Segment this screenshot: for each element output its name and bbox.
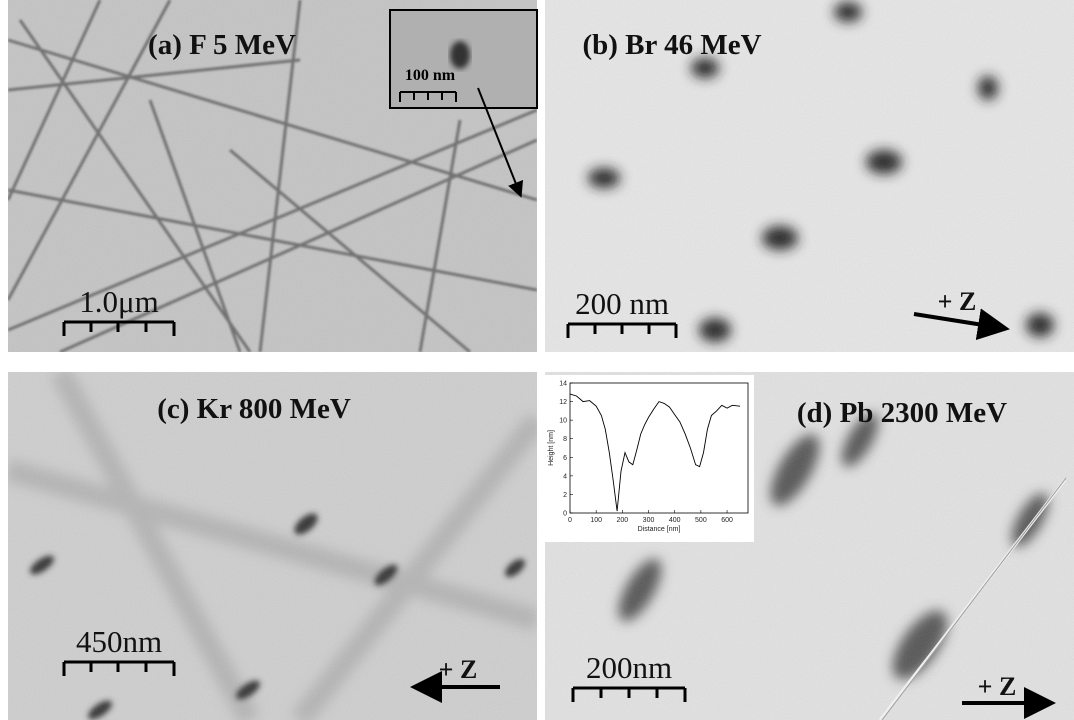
direction-arrow xyxy=(913,308,1010,341)
y-tick-label: 10 xyxy=(559,418,567,425)
inset-scale-bar xyxy=(399,91,457,102)
y-tick-label: 12 xyxy=(559,399,567,406)
x-axis-label: Distance [nm] xyxy=(638,526,681,533)
y-tick-label: 0 xyxy=(563,511,567,518)
x-tick-label: 400 xyxy=(669,517,681,524)
scale-label: 200 nm xyxy=(575,286,669,321)
x-tick-label: 0 xyxy=(568,517,572,524)
y-tick-label: 8 xyxy=(563,436,567,443)
x-tick-label: 300 xyxy=(643,517,655,524)
inset-arrow xyxy=(477,87,524,198)
scale-bar xyxy=(62,660,176,676)
plot-frame xyxy=(569,382,749,514)
scale-bar xyxy=(62,320,176,336)
direction-label: + Z xyxy=(439,655,478,684)
scale-label: 1.0μm xyxy=(79,284,158,319)
direction-label: + Z xyxy=(938,287,977,316)
scale-label: 450nm xyxy=(76,624,162,659)
panel-title: (b) Br 46 MeV xyxy=(582,29,761,61)
direction-label: + Z xyxy=(978,672,1017,701)
y-tick-label: 2 xyxy=(563,492,567,499)
inset-defect xyxy=(450,41,470,69)
x-tick-label: 600 xyxy=(721,517,733,524)
inset-scale-label: 100 nm xyxy=(405,67,456,84)
panel-title: (d) Pb 2300 MeV xyxy=(797,397,1007,429)
scale-bar xyxy=(571,686,687,702)
y-tick-label: 6 xyxy=(563,455,567,462)
x-tick-label: 500 xyxy=(695,517,707,524)
scale-bar xyxy=(566,322,678,338)
profile-line xyxy=(569,393,741,512)
inset-chart: 0 2 4 6 8 10 12 14 0 100 200 300 400 500 600 Distance [… xyxy=(548,381,749,533)
inset-chart-bg xyxy=(543,375,754,542)
panel-b-image xyxy=(545,0,1074,352)
panel-title: (c) Kr 800 MeV xyxy=(157,393,351,425)
y-axis-label: Height [nm] xyxy=(548,430,555,466)
scale-label: 200nm xyxy=(586,650,672,685)
x-tick-label: 100 xyxy=(590,517,602,524)
panel-title: (a) F 5 MeV xyxy=(148,29,296,61)
x-tick-label: 200 xyxy=(617,517,629,524)
y-tick-label: 14 xyxy=(559,381,567,388)
y-tick-label: 4 xyxy=(563,473,567,480)
